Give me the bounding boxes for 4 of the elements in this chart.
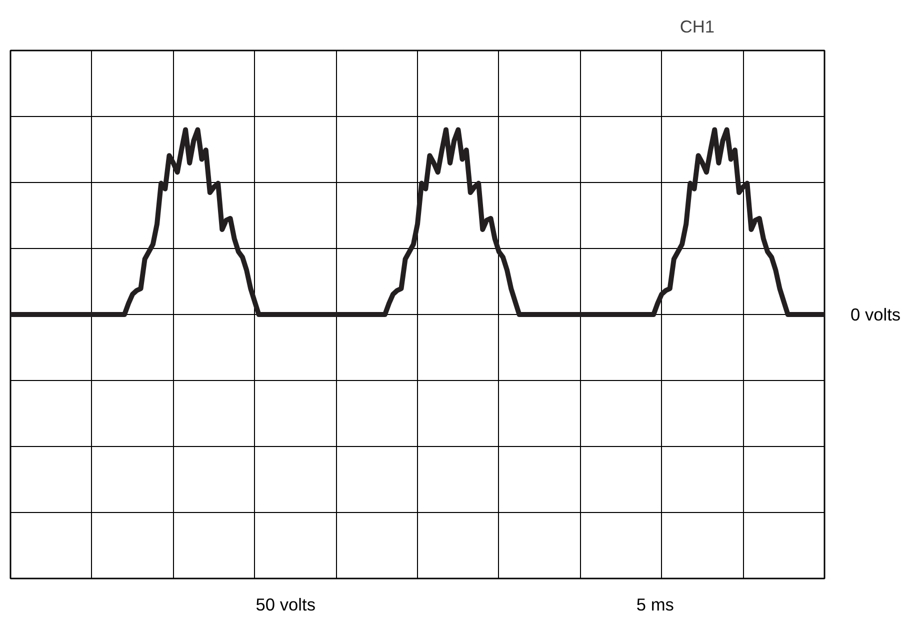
text: 50 volts — [256, 594, 316, 614]
text: 0 volts — [850, 304, 901, 324]
text: 5 ms — [636, 594, 674, 614]
chart-title: CH1 — [680, 16, 715, 36]
